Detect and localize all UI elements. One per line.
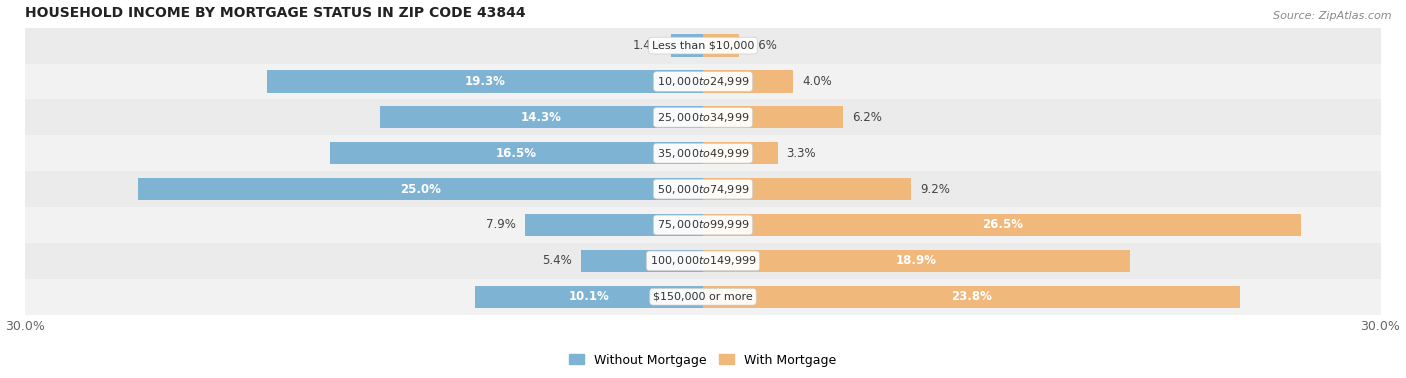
Bar [672,34,703,57]
Text: 3.3%: 3.3% [786,147,817,160]
Text: 6.2%: 6.2% [852,111,882,124]
Bar [703,286,1240,308]
Bar [330,142,703,164]
Text: 9.2%: 9.2% [920,183,949,195]
Text: $25,000 to $34,999: $25,000 to $34,999 [657,111,749,124]
Text: 16.5%: 16.5% [496,147,537,160]
Text: $10,000 to $24,999: $10,000 to $24,999 [657,75,749,88]
Bar [25,207,1381,243]
Bar [25,64,1381,99]
Bar [703,70,793,93]
Text: 26.5%: 26.5% [981,218,1022,231]
Bar [267,70,703,93]
Text: Source: ZipAtlas.com: Source: ZipAtlas.com [1274,11,1392,21]
Text: 10.1%: 10.1% [568,290,609,303]
Text: 7.9%: 7.9% [485,218,516,231]
Text: 4.0%: 4.0% [803,75,832,88]
Text: 23.8%: 23.8% [952,290,993,303]
Bar [703,142,778,164]
Text: $35,000 to $49,999: $35,000 to $49,999 [657,147,749,160]
Bar [25,135,1381,171]
Text: $100,000 to $149,999: $100,000 to $149,999 [650,254,756,267]
Legend: Without Mortgage, With Mortgage: Without Mortgage, With Mortgage [564,349,842,372]
Bar [703,178,911,200]
Bar [703,34,740,57]
Text: 18.9%: 18.9% [896,254,936,267]
Bar [475,286,703,308]
Bar [380,106,703,129]
Bar [581,250,703,272]
Bar [25,279,1381,314]
Text: $50,000 to $74,999: $50,000 to $74,999 [657,183,749,195]
Bar [703,214,1302,236]
Text: HOUSEHOLD INCOME BY MORTGAGE STATUS IN ZIP CODE 43844: HOUSEHOLD INCOME BY MORTGAGE STATUS IN Z… [25,6,526,20]
Text: Less than $10,000: Less than $10,000 [652,40,754,51]
Text: 25.0%: 25.0% [401,183,441,195]
Text: 1.4%: 1.4% [633,39,662,52]
Bar [138,178,703,200]
Text: 1.6%: 1.6% [748,39,778,52]
Text: 5.4%: 5.4% [543,254,572,267]
Text: 19.3%: 19.3% [464,75,506,88]
Bar [25,99,1381,135]
Text: $75,000 to $99,999: $75,000 to $99,999 [657,218,749,231]
Bar [25,243,1381,279]
Bar [25,171,1381,207]
Bar [524,214,703,236]
Text: $150,000 or more: $150,000 or more [654,292,752,302]
Text: 14.3%: 14.3% [522,111,562,124]
Bar [703,250,1130,272]
Bar [25,28,1381,64]
Bar [703,106,844,129]
